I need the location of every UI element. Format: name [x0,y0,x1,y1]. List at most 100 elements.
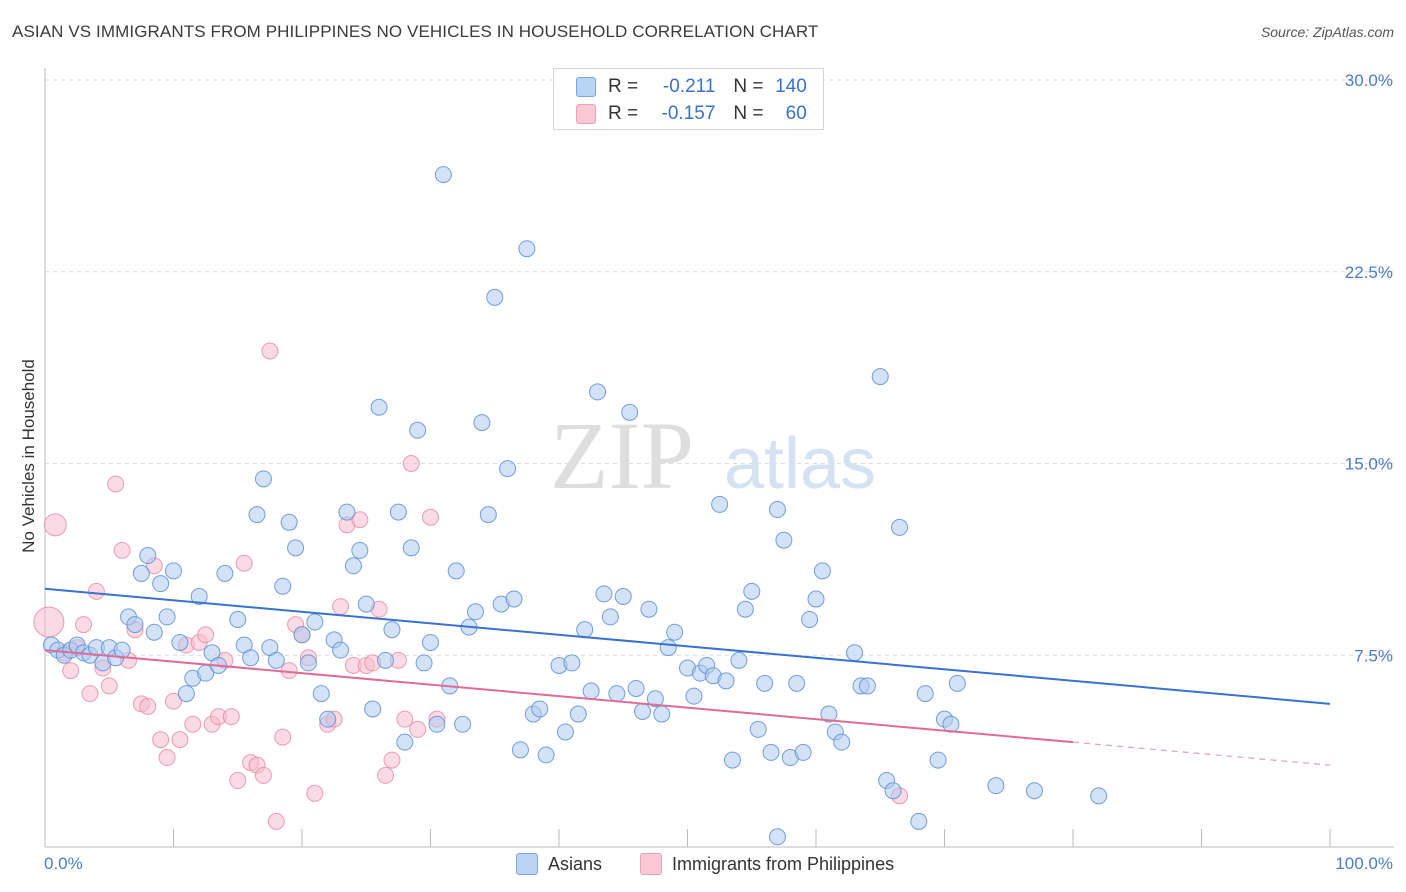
data-point [139,547,157,565]
data-point [165,692,182,710]
data-point [267,812,285,830]
data-point [589,383,607,401]
data-point [948,674,966,692]
data-point [190,587,208,605]
watermark-zip: ZIP [550,402,694,509]
data-point [377,766,395,784]
y-tick-label: 7.5% [1354,646,1393,665]
data-point [267,651,285,669]
data-point [768,501,786,519]
data-point [820,705,838,723]
r-label: R = [608,76,639,97]
series-legend: Asians Immigrants from Philippines [0,851,1406,881]
data-point [537,746,555,764]
data-point [749,720,767,738]
data-point [222,708,240,726]
data-point [389,503,407,521]
data-point [132,564,150,582]
data-point [884,782,902,800]
data-point [499,460,517,478]
legend-row-philippines: R = -0.157 N = 60 [576,101,807,127]
data-point [762,743,780,761]
data-point [447,562,465,580]
data-point [254,766,272,784]
data-point [158,608,176,626]
chart-source: Source: ZipAtlas.com [1260,24,1394,40]
data-point [113,641,131,659]
data-point [351,541,369,559]
data-point [428,715,446,733]
data-point [81,685,99,703]
data-point [274,577,292,595]
x-tick-label: 0.0% [44,854,83,873]
data-point [402,455,420,472]
data-point [299,654,317,672]
data-point [891,518,909,536]
data-point [434,166,452,184]
data-point [152,731,170,749]
legend-item-philippines: Immigrants from Philippines [640,853,894,875]
chart-title: ASIAN VS IMMIGRANTS FROM PHILIPPINES NO … [12,22,819,41]
data-point [158,749,176,767]
data-point [479,506,497,524]
data-point [942,715,960,733]
data-point [165,562,182,580]
data-point [563,654,581,672]
data-point [177,685,195,703]
data-point [788,674,806,692]
data-point [1090,787,1108,805]
data-point [171,633,189,651]
data-point [723,751,741,769]
legend-item-asians: Asians [516,853,602,875]
data-point [556,723,574,741]
data-point [383,751,401,769]
x-tick-label: 100.0% [1335,854,1393,873]
data-point [916,685,934,703]
r-value: -0.211 [662,76,716,97]
data-point [254,470,272,488]
legend-row-asians: R = -0.211 N = 140 [576,74,807,100]
data-point [332,598,350,616]
tick-labels: 7.5% 15.0% 22.5% 30.0% 0.0% 100.0% [44,71,1393,873]
data-point [344,557,362,575]
n-label: N = [733,76,764,97]
data-point [422,508,439,526]
data-point [107,475,125,493]
watermark-atlas: atlas [724,424,876,504]
data-point [531,700,549,718]
data-point [929,751,947,769]
data-point [807,590,825,608]
data-point [402,539,420,557]
data-point [364,700,382,718]
data-point [274,728,292,746]
data-point [987,777,1005,795]
n-label: N = [733,103,764,124]
data-point [871,368,889,386]
data-point [595,585,613,603]
data-point [627,679,645,697]
data-point [511,741,529,759]
n-value: 140 [775,76,807,97]
data-point [730,651,748,669]
data-point [113,541,131,559]
data-point [152,575,170,593]
data-point [601,608,619,626]
axes [44,68,1394,848]
data-point [858,677,876,695]
data-point [100,677,118,695]
legend-swatch-asians [576,77,596,97]
data-point [126,616,144,634]
data-point [235,554,253,572]
data-point [1025,782,1043,800]
data-point [312,685,330,703]
r-value: -0.157 [661,103,716,124]
data-point [576,621,594,639]
trend-line-philippines-extrapolated [1072,741,1331,766]
data-point [280,513,298,531]
trend-line-philippines [44,649,1074,744]
data-point [33,606,65,638]
data-point [505,590,523,608]
data-point [653,705,671,723]
data-point [370,398,388,416]
